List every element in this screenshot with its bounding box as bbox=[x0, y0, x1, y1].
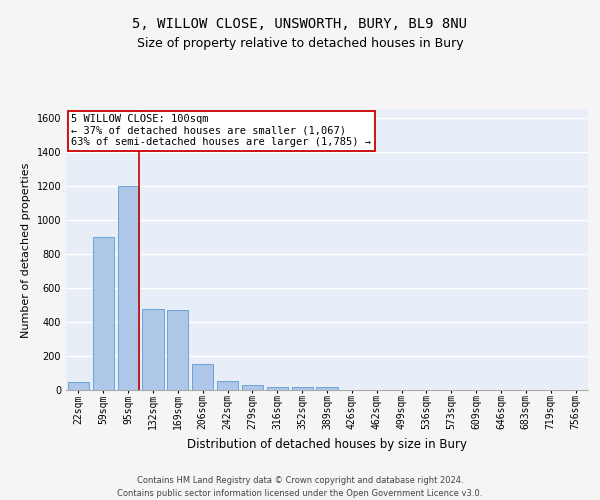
Bar bbox=[242, 385, 263, 390]
Bar bbox=[192, 364, 213, 390]
Bar bbox=[167, 310, 188, 390]
Y-axis label: Number of detached properties: Number of detached properties bbox=[21, 162, 31, 338]
Bar bbox=[142, 310, 164, 390]
Text: 5 WILLOW CLOSE: 100sqm
← 37% of detached houses are smaller (1,067)
63% of semi-: 5 WILLOW CLOSE: 100sqm ← 37% of detached… bbox=[71, 114, 371, 148]
Text: Contains HM Land Registry data © Crown copyright and database right 2024.
Contai: Contains HM Land Registry data © Crown c… bbox=[118, 476, 482, 498]
Bar bbox=[316, 386, 338, 390]
Bar bbox=[217, 380, 238, 390]
Bar bbox=[68, 382, 89, 390]
Text: 5, WILLOW CLOSE, UNSWORTH, BURY, BL9 8NU: 5, WILLOW CLOSE, UNSWORTH, BURY, BL9 8NU bbox=[133, 18, 467, 32]
Bar bbox=[267, 386, 288, 390]
Text: Size of property relative to detached houses in Bury: Size of property relative to detached ho… bbox=[137, 38, 463, 51]
Bar bbox=[292, 386, 313, 390]
Bar bbox=[93, 238, 114, 390]
X-axis label: Distribution of detached houses by size in Bury: Distribution of detached houses by size … bbox=[187, 438, 467, 451]
Bar bbox=[118, 186, 139, 390]
